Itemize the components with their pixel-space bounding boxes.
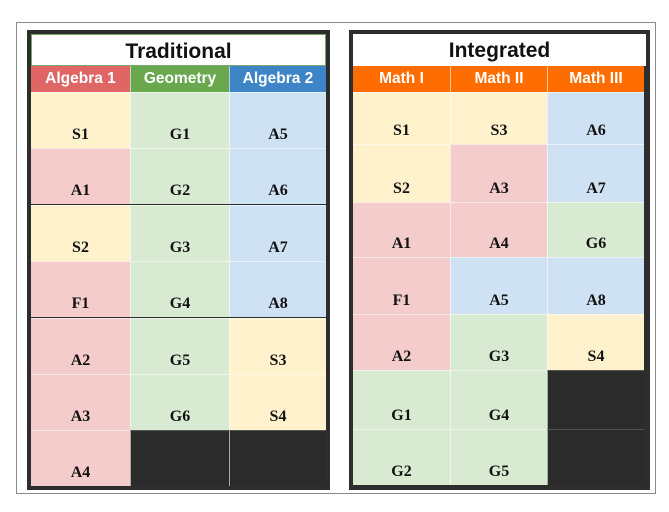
course-label: G1 bbox=[391, 407, 412, 424]
course-label: A5 bbox=[489, 292, 509, 309]
course-cell-s1: S1 bbox=[353, 92, 450, 144]
course-cell-a3: A3 bbox=[31, 374, 130, 430]
column-math-iii: A6 A7 G6 A8 S4 bbox=[547, 92, 644, 485]
course-cell-s3: S3 bbox=[450, 92, 547, 144]
course-label: A6 bbox=[268, 182, 288, 199]
empty-cell bbox=[547, 429, 644, 485]
course-label: G1 bbox=[169, 126, 191, 143]
course-cell-g3: G3 bbox=[130, 205, 229, 261]
column-algebra-2: A5 A6 A7 A8 S3 S4 bbox=[229, 92, 326, 486]
course-label: S1 bbox=[393, 122, 410, 139]
course-cell-a4: A4 bbox=[31, 430, 130, 486]
course-cell-a7: A7 bbox=[547, 144, 644, 202]
course-label: G3 bbox=[169, 239, 191, 256]
course-cell-f1: F1 bbox=[31, 261, 130, 317]
course-cell-a1: A1 bbox=[353, 202, 450, 257]
course-label: G5 bbox=[169, 352, 191, 369]
course-label: S2 bbox=[72, 239, 89, 256]
column-header-algebra-2: Algebra 2 bbox=[229, 66, 326, 92]
course-cell-s2: S2 bbox=[31, 205, 130, 261]
course-cell-a7: A7 bbox=[229, 205, 326, 261]
course-cell-a3: A3 bbox=[450, 144, 547, 202]
course-label: G6 bbox=[585, 235, 607, 252]
course-cell-g5: G5 bbox=[130, 318, 229, 374]
column-algebra-1: S1 A1 S2 F1 A2 A3 A4 bbox=[31, 92, 130, 486]
course-label: A4 bbox=[70, 464, 91, 481]
course-cell-s3: S3 bbox=[229, 318, 326, 374]
column-header-geometry: Geometry bbox=[130, 66, 229, 92]
course-cell-a6: A6 bbox=[547, 92, 644, 144]
course-cell-s2: S2 bbox=[353, 144, 450, 202]
course-cell-g1: G1 bbox=[130, 92, 229, 148]
course-cell-a2: A2 bbox=[353, 314, 450, 370]
course-label: A2 bbox=[391, 348, 412, 365]
course-label: A7 bbox=[268, 239, 288, 256]
empty-cell bbox=[130, 430, 229, 486]
course-label: A1 bbox=[391, 235, 412, 252]
course-label: A3 bbox=[489, 180, 509, 197]
traditional-panel: Traditional Algebra 1 S1 A1 S2 F1 A2 A3 A4 Geome… bbox=[27, 30, 330, 490]
course-label: G3 bbox=[488, 348, 510, 365]
empty-cell bbox=[547, 370, 644, 429]
course-label: F1 bbox=[392, 292, 411, 309]
course-cell-g1: G1 bbox=[353, 370, 450, 429]
integrated-panel: Integrated Math I S1 S2 A1 F1 A2 G1 G2 Math II S3… bbox=[349, 30, 650, 490]
column-math-ii: S3 A3 A4 A5 G3 G4 G5 bbox=[450, 92, 547, 485]
course-label: G4 bbox=[488, 407, 510, 424]
course-label: S3 bbox=[490, 122, 508, 139]
course-label: S3 bbox=[269, 352, 287, 369]
course-cell-g2: G2 bbox=[353, 429, 450, 485]
course-label: A7 bbox=[586, 180, 606, 197]
column-header-algebra-1: Algebra 1 bbox=[31, 66, 130, 92]
course-label: S4 bbox=[269, 408, 287, 425]
course-cell-g6: G6 bbox=[547, 202, 644, 257]
course-cell-g3: G3 bbox=[450, 314, 547, 370]
empty-cell bbox=[229, 430, 326, 486]
course-cell-a1: A1 bbox=[31, 148, 130, 204]
course-label: S2 bbox=[393, 180, 410, 197]
course-cell-g6: G6 bbox=[130, 374, 229, 430]
column-header-math-iii: Math III bbox=[547, 66, 644, 92]
course-label: G4 bbox=[169, 295, 191, 312]
traditional-title: Traditional bbox=[31, 34, 326, 66]
column-geometry: G1 G2 G3 G4 G5 G6 bbox=[130, 92, 229, 486]
course-label: G5 bbox=[488, 463, 510, 480]
course-label: G2 bbox=[391, 463, 412, 480]
course-cell-a8: A8 bbox=[229, 261, 326, 317]
course-cell-a5: A5 bbox=[229, 92, 326, 148]
course-label: A8 bbox=[586, 292, 606, 309]
course-cell-s4: S4 bbox=[547, 314, 644, 370]
course-label: F1 bbox=[71, 295, 90, 312]
course-cell-g4: G4 bbox=[450, 370, 547, 429]
course-label: A3 bbox=[70, 408, 91, 425]
course-label: A8 bbox=[268, 295, 288, 312]
course-cell-g5: G5 bbox=[450, 429, 547, 485]
course-cell-s4: S4 bbox=[229, 374, 326, 430]
course-cell-g4: G4 bbox=[130, 261, 229, 317]
integrated-title: Integrated bbox=[353, 34, 646, 66]
course-cell-a8: A8 bbox=[547, 257, 644, 314]
course-label: A2 bbox=[70, 352, 91, 369]
course-cell-f1: F1 bbox=[353, 257, 450, 314]
course-cell-a5: A5 bbox=[450, 257, 547, 314]
course-cell-a6: A6 bbox=[229, 148, 326, 204]
course-label: G2 bbox=[169, 182, 191, 199]
course-label: S1 bbox=[72, 126, 89, 143]
course-label: A6 bbox=[586, 122, 606, 139]
course-label: A5 bbox=[268, 126, 288, 143]
course-label: A1 bbox=[70, 182, 91, 199]
column-math-i: S1 S2 A1 F1 A2 G1 G2 bbox=[353, 92, 450, 485]
column-header-math-ii: Math II bbox=[450, 66, 547, 92]
course-cell-g2: G2 bbox=[130, 148, 229, 204]
course-label: A4 bbox=[489, 235, 509, 252]
course-cell-a4: A4 bbox=[450, 202, 547, 257]
course-cell-s1: S1 bbox=[31, 92, 130, 148]
column-header-math-i: Math I bbox=[353, 66, 450, 92]
course-label: G6 bbox=[169, 408, 191, 425]
course-label: S4 bbox=[587, 348, 605, 365]
course-cell-a2: A2 bbox=[31, 318, 130, 374]
